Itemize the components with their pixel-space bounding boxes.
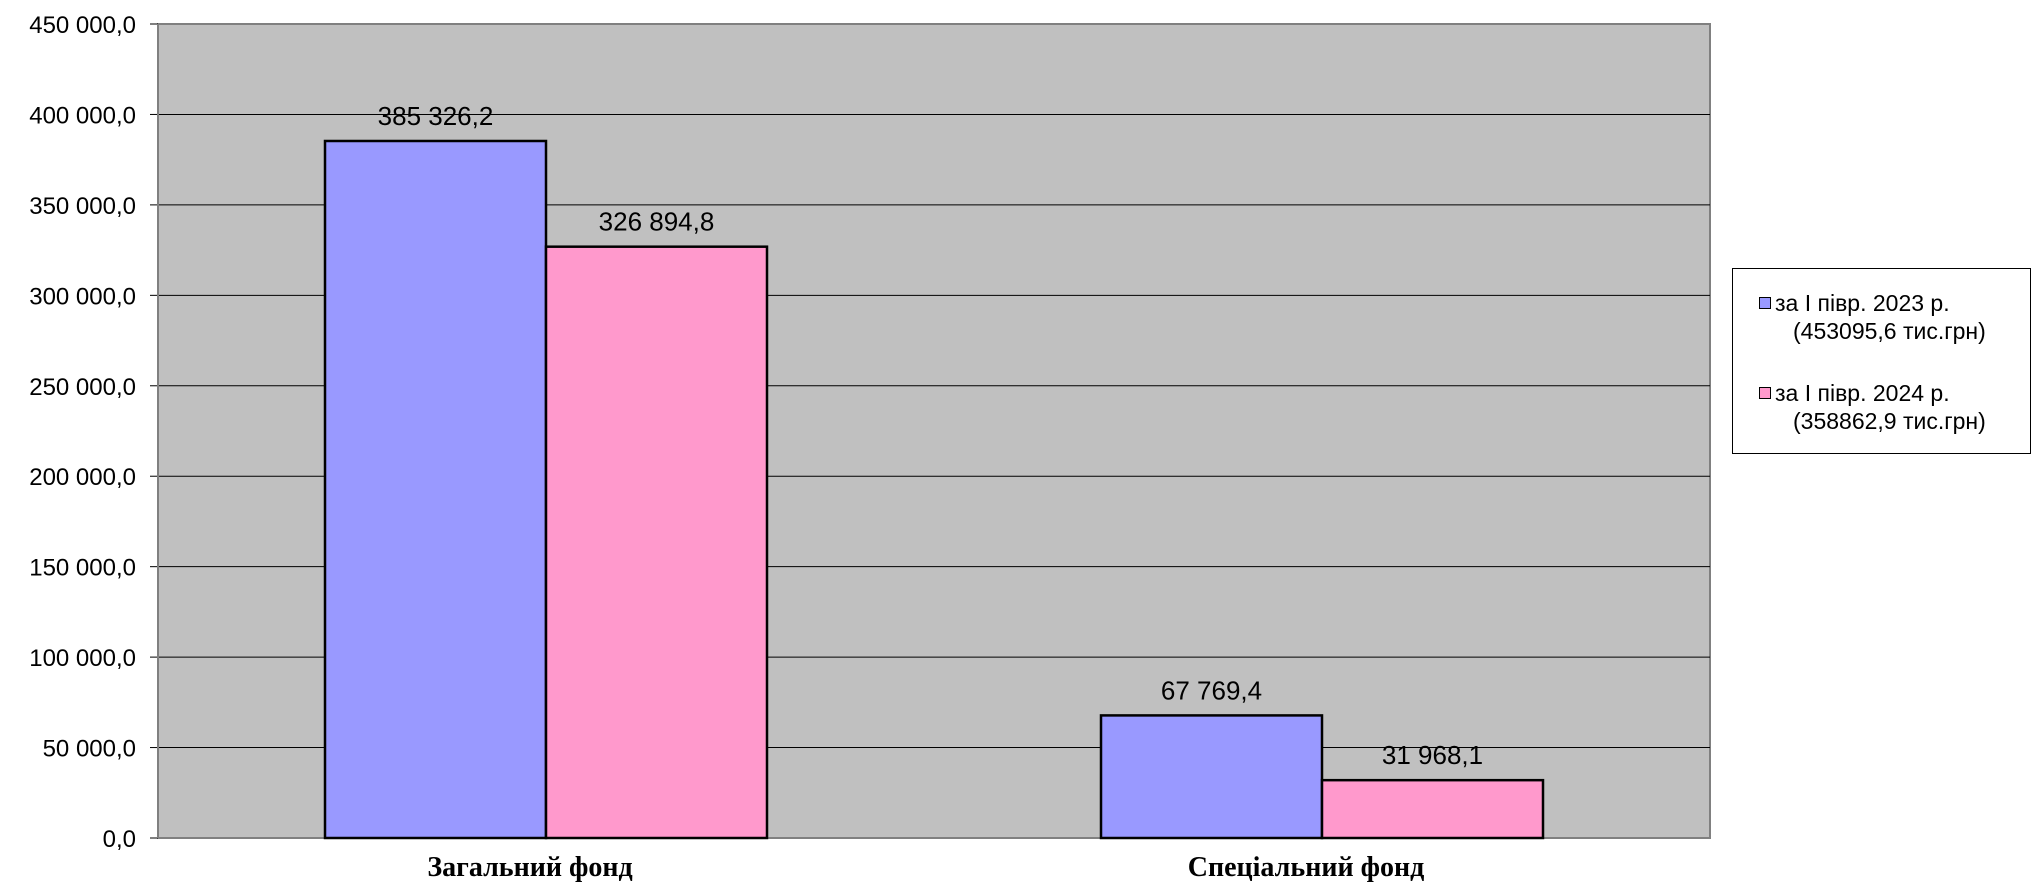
data-labels: 385 326,2 326 894,8 67 769,4 31 968,1 bbox=[378, 101, 1483, 770]
bar-special-2024 bbox=[1320, 778, 1545, 840]
legend-swatch-2023 bbox=[1759, 297, 1771, 309]
y-tick-label: 300 000,0 bbox=[29, 283, 136, 310]
legend-label-2023-line1: за І півр. 2023 р. bbox=[1775, 290, 1950, 316]
y-tick-label: 50 000,0 bbox=[43, 736, 136, 763]
bars bbox=[323, 139, 1545, 840]
y-axis-ticks: 0,0 50 000,0 100 000,0 150 000,0 200 000,0 25… bbox=[29, 12, 159, 853]
legend-item-2023: за І півр. 2023 р. (453095,6 тис.грн) bbox=[1759, 289, 2023, 345]
data-label: 31 968,1 bbox=[1382, 740, 1483, 770]
y-tick-label: 250 000,0 bbox=[29, 374, 136, 401]
y-tick-label: 350 000,0 bbox=[29, 193, 136, 220]
y-tick-label: 0,0 bbox=[103, 826, 136, 853]
data-label: 67 769,4 bbox=[1161, 675, 1262, 705]
y-tick-label: 150 000,0 bbox=[29, 555, 136, 582]
category-label: Загальний фонд bbox=[427, 852, 632, 883]
bar-general-2024 bbox=[544, 245, 769, 840]
legend-item-2024: за І півр. 2024 р. (358862,9 тис.грн) bbox=[1759, 379, 2023, 435]
legend-label-2023-line2: (453095,6 тис.грн) bbox=[1793, 318, 1986, 344]
y-tick-label: 400 000,0 bbox=[29, 102, 136, 129]
legend-label-2024-line1: за І півр. 2024 р. bbox=[1775, 380, 1950, 406]
legend-swatch-2024 bbox=[1759, 387, 1771, 399]
data-label: 385 326,2 bbox=[378, 101, 494, 131]
y-tick-label: 100 000,0 bbox=[29, 645, 136, 672]
data-label: 326 894,8 bbox=[599, 207, 715, 237]
category-labels: Загальний фонд Спеціальний фонд bbox=[427, 852, 1424, 883]
y-tick-label: 450 000,0 bbox=[29, 12, 136, 39]
bar-special-2023 bbox=[1099, 714, 1324, 840]
category-label: Спеціальний фонд bbox=[1188, 852, 1425, 883]
y-tick-label: 200 000,0 bbox=[29, 464, 136, 491]
legend: за І півр. 2023 р. (453095,6 тис.грн) за… bbox=[1732, 268, 2031, 454]
legend-label-2024-line2: (358862,9 тис.грн) bbox=[1793, 408, 1986, 434]
bar-general-2023 bbox=[323, 139, 548, 840]
